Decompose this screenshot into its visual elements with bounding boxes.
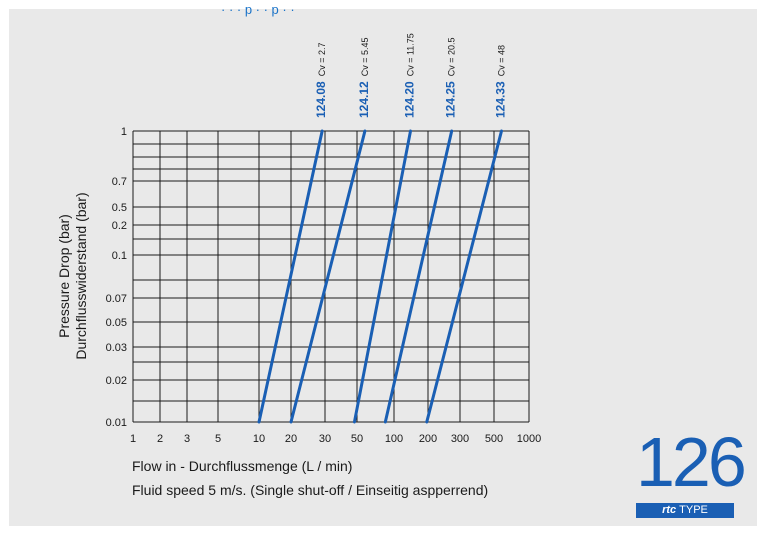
x-tick-label: 500 (485, 433, 503, 445)
y-tick-label: 0.1 (112, 250, 127, 262)
series-cv: Cv = 2.7 (317, 43, 327, 77)
y-axis-label: Pressure Drop (bar) (56, 214, 72, 338)
y-tick-label: 0.7 (112, 176, 127, 188)
series-cv: Cv = 11.75 (406, 33, 416, 76)
series-name: 124.25 (444, 81, 458, 118)
y-tick-label: 1 (121, 126, 127, 138)
y-tick-label: 0.05 (106, 317, 127, 329)
series-label-124.25: 124.25 Cv = 20.5 (444, 38, 458, 118)
type-number: 126 (636, 423, 747, 501)
x-tick-label: 10 (253, 433, 265, 445)
series-line-124.12 (289, 129, 367, 424)
y-tick-label: 0.01 (106, 417, 127, 429)
series-cv: Cv = 5.45 (360, 38, 370, 77)
x-tick-label: 200 (419, 433, 437, 445)
y-tick-label: 0.02 (106, 375, 127, 387)
y-tick-label: 0.5 (112, 202, 127, 214)
x-tick-label: 1000 (517, 433, 541, 445)
series-name: 124.33 (493, 81, 507, 118)
x-axis-label: Flow in - Durchflussmenge (L / min) (132, 458, 353, 474)
type-label: TYPE (679, 504, 708, 516)
series-name: 124.12 (357, 81, 371, 118)
series-label-124.33: 124.33 Cv = 48 (493, 45, 507, 118)
series-line-124.08 (257, 129, 324, 424)
x-tick-label: 1 (130, 433, 136, 445)
x-tick-label: 300 (451, 433, 469, 445)
series-label-124.20: 124.20 Cv = 11.75 (403, 33, 417, 118)
series-line-124.20 (352, 129, 413, 424)
y-tick-label: 0.03 (106, 342, 127, 354)
y-axis-label: Durchflusswiderstand (bar) (73, 192, 89, 359)
header-fragment: · · · p · · p · · (221, 2, 295, 17)
x-tick-label: 2 (157, 433, 163, 445)
series-cv: Cv = 48 (496, 45, 506, 76)
x-tick-label: 30 (319, 433, 331, 445)
x-tick-label: 20 (285, 433, 297, 445)
series-line-124.33 (425, 129, 503, 424)
series-label-124.12: 124.12 Cv = 5.45 (357, 38, 371, 118)
x-tick-label: 3 (184, 433, 190, 445)
series-cv: Cv = 20.5 (447, 38, 457, 77)
x-tick-label: 100 (385, 433, 403, 445)
y-tick-label: 0.07 (106, 293, 127, 305)
type-badge: 126 rtc TYPE (636, 423, 747, 518)
series-label-124.08: 124.08 Cv = 2.7 (314, 43, 328, 118)
type-bar: rtc TYPE (636, 503, 734, 518)
x-tick-label: 50 (351, 433, 363, 445)
y-tick-label: 0.2 (112, 220, 127, 232)
series-name: 124.08 (314, 81, 328, 118)
series-line-124.25 (383, 129, 454, 424)
rtc-logo: rtc (662, 504, 677, 516)
x-tick-label: 5 (215, 433, 221, 445)
series-name: 124.20 (403, 81, 417, 118)
fluid-speed-note: Fluid speed 5 m/s. (Single shut-off / Ei… (132, 482, 489, 498)
